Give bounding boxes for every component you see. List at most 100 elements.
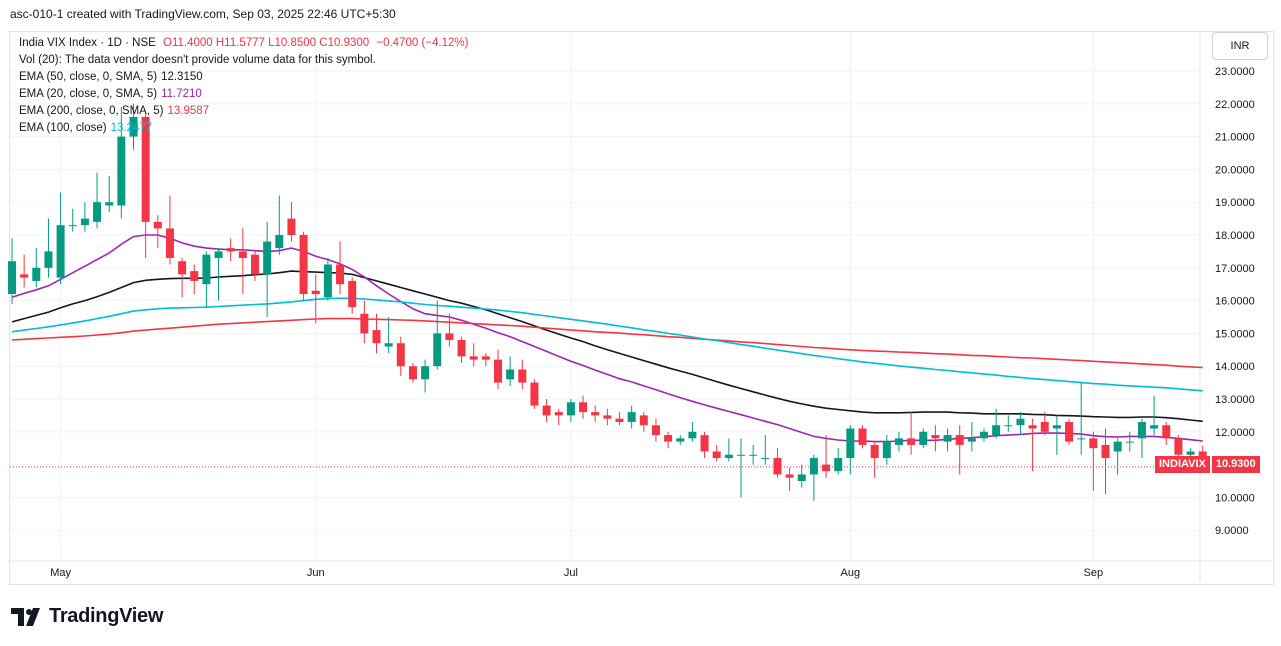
candle-down xyxy=(141,116,150,222)
ohlc-open: O11.4000 xyxy=(163,37,213,49)
y-tick-label: 23.0000 xyxy=(1215,66,1255,78)
candle-up xyxy=(627,412,636,422)
candle-down xyxy=(518,369,527,383)
candle-down xyxy=(1065,421,1074,442)
candle-up xyxy=(117,136,126,206)
candle-down xyxy=(542,405,551,416)
chart-snapshot-caption: asc-010-1 created with TradingView.com, … xyxy=(10,7,396,21)
ema-line xyxy=(11,270,1203,423)
currency-button[interactable]: INR xyxy=(1212,32,1268,60)
candle-down xyxy=(408,366,417,380)
candle-up xyxy=(1077,438,1086,440)
y-tick-label: 15.0000 xyxy=(1215,328,1255,340)
candle-up xyxy=(129,116,138,137)
candle-up xyxy=(433,333,442,367)
y-tick-label: 20.0000 xyxy=(1215,164,1255,176)
candle-up xyxy=(8,261,16,295)
candle-down xyxy=(712,451,721,459)
y-tick-label: 22.0000 xyxy=(1215,99,1255,111)
candle-down xyxy=(372,330,381,344)
candle-down xyxy=(579,402,588,413)
candle-down xyxy=(870,444,879,459)
candle-up xyxy=(688,431,697,439)
y-tick-label: 12.0000 xyxy=(1215,427,1255,439)
candle-down xyxy=(700,435,709,452)
candle-up xyxy=(1052,425,1061,429)
ohlc-high: H11.5777 xyxy=(215,37,265,49)
candle-up xyxy=(1113,441,1122,452)
candle-down xyxy=(931,435,940,439)
candle-up xyxy=(894,438,903,445)
indicator-ema50[interactable]: EMA (50, close, 0, SMA, 5) 12.3150 xyxy=(19,69,468,86)
chart-legend: India VIX Index · 1D · NSE O11.4000 H11.… xyxy=(19,35,468,137)
chart-panel[interactable] xyxy=(9,31,1274,585)
candle-up xyxy=(1186,451,1195,455)
candle-down xyxy=(1101,444,1110,459)
y-tick-label: 14.0000 xyxy=(1215,361,1255,373)
indicator-ema200[interactable]: EMA (200, close, 0, SMA, 5) 13.9587 xyxy=(19,103,468,120)
y-tick-label: 9.0000 xyxy=(1215,525,1249,537)
candle-down xyxy=(20,274,29,278)
candle-down xyxy=(336,264,345,285)
candle-down xyxy=(251,254,259,275)
candle-up xyxy=(919,431,928,445)
candle-down xyxy=(481,356,490,360)
candle-down xyxy=(773,458,782,475)
tradingview-logo[interactable]: TradingView xyxy=(11,605,163,628)
candle-down xyxy=(955,435,964,445)
candle-up xyxy=(943,435,952,442)
candle-down xyxy=(907,438,916,445)
candle-down xyxy=(190,271,199,281)
candle-up xyxy=(1004,425,1013,427)
candle-up xyxy=(749,454,758,456)
candle-down xyxy=(651,425,660,436)
x-tick-label: Aug xyxy=(841,567,861,579)
candle-down xyxy=(348,280,357,308)
candle-up xyxy=(566,402,575,416)
symbol-name: India VIX Index · 1D · NSE xyxy=(19,37,156,49)
candle-down xyxy=(445,333,454,340)
indicator-ema100[interactable]: EMA (100, close) 13.2477 xyxy=(19,120,468,137)
candle-up xyxy=(676,438,685,442)
candle-up xyxy=(384,343,393,347)
candle-down xyxy=(639,415,648,426)
candle-up xyxy=(56,225,65,278)
ema-line xyxy=(11,234,1203,443)
candle-down xyxy=(664,435,673,442)
candle-down xyxy=(457,339,466,357)
candle-down xyxy=(1028,425,1037,429)
candle-up xyxy=(93,202,102,222)
volume-note: Vol (20): The data vendor doesn't provid… xyxy=(19,54,376,66)
candle-up xyxy=(992,425,1001,436)
candle-down xyxy=(178,261,187,275)
candle-up xyxy=(275,235,284,249)
candle-up xyxy=(724,454,733,459)
candle-up xyxy=(214,251,223,258)
y-tick-label: 10.0000 xyxy=(1215,492,1255,504)
indicator-label: EMA (50, close, 0, SMA, 5) xyxy=(19,71,158,83)
indicator-value: 11.7210 xyxy=(161,88,202,100)
candle-down xyxy=(603,415,612,419)
candle-up xyxy=(32,267,41,281)
tradingview-wordmark: TradingView xyxy=(49,605,164,627)
candle-up xyxy=(882,441,891,459)
candle-down xyxy=(1040,421,1049,432)
candle-down xyxy=(287,218,296,235)
candle-down xyxy=(238,251,247,258)
y-tick-label: 18.0000 xyxy=(1215,230,1255,242)
candle-down xyxy=(822,464,831,472)
candle-up xyxy=(263,241,272,275)
indicator-label: EMA (100, close) xyxy=(19,122,107,134)
y-tick-label: 19.0000 xyxy=(1215,197,1255,209)
candle-up xyxy=(1137,421,1146,439)
candle-down xyxy=(1174,438,1183,455)
candle-up xyxy=(506,369,515,380)
candle-up xyxy=(1016,418,1025,426)
y-tick-label: 13.0000 xyxy=(1215,394,1255,406)
candle-up xyxy=(809,458,818,475)
candle-down xyxy=(226,248,235,252)
indicator-value: 13.9587 xyxy=(167,105,210,117)
candle-down xyxy=(494,359,502,383)
indicator-ema20[interactable]: EMA (20, close, 0, SMA, 5) 11.7210 xyxy=(19,86,468,103)
